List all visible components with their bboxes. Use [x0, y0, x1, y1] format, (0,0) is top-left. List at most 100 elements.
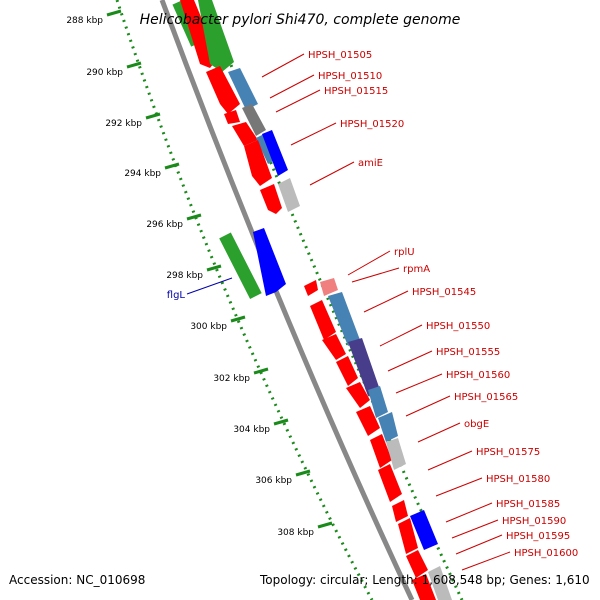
tick-label: 300 kbp [190, 322, 227, 332]
tick-mark [145, 112, 161, 120]
gene-feature [386, 438, 406, 470]
tick-label: 292 kbp [105, 119, 142, 129]
tick-mark [186, 213, 202, 221]
gene-label: obgE [464, 419, 489, 430]
tick-mark [253, 367, 269, 375]
tick-label: 288 kbp [66, 16, 103, 26]
map-title: Helicobacter pylori Shi470, complete gen… [140, 12, 461, 28]
gene-feature [328, 292, 360, 346]
gene-feature [322, 334, 346, 360]
gene-leader-line [455, 534, 503, 555]
tick-mark [106, 9, 122, 17]
gene-leader-line [351, 267, 400, 283]
gene-label: HPSH_01515 [324, 86, 388, 97]
gene-leader-line [445, 502, 493, 523]
accession-text: Accession: NC_010698 [9, 573, 146, 587]
gene-feature [336, 356, 358, 386]
gene-leader-line [186, 277, 233, 295]
gene-label: HPSH_01595 [506, 531, 570, 542]
gene-label: HPSH_01600 [514, 548, 578, 559]
gene-feature [368, 386, 388, 418]
gene-feature [428, 566, 452, 600]
gene-leader-line [347, 250, 391, 276]
tick-label: 308 kbp [277, 528, 314, 538]
gene-leader-line [290, 122, 337, 146]
gene-feature [260, 184, 282, 214]
tick-mark [126, 61, 142, 69]
gene-feature [310, 300, 336, 340]
gene-feature [398, 518, 418, 554]
tick-label: 306 kbp [255, 476, 292, 486]
gene-feature [198, 0, 234, 72]
gene-label: HPSH_01575 [476, 447, 540, 458]
tick-mark [295, 469, 311, 477]
gene-leader-line [405, 395, 451, 417]
tick-label: 296 kbp [146, 220, 183, 230]
gene-label: flgL [167, 290, 186, 301]
gene-label: amiE [358, 158, 383, 169]
gene-label: HPSH_01520 [340, 119, 404, 130]
tick-label: 294 kbp [124, 169, 161, 179]
gene-feature [232, 122, 258, 146]
gene-labels: HPSH_01505 HPSH_01510 HPSH_01515 HPSH_01520… [167, 50, 578, 571]
gene-feature [224, 110, 240, 124]
gene-feature [206, 66, 240, 114]
gene-feature [378, 412, 398, 442]
gene-leader-line [387, 350, 433, 372]
gene-label: HPSH_01590 [502, 516, 566, 527]
gene-feature [262, 130, 288, 176]
gene-label: HPSH_01510 [318, 71, 382, 82]
gene-feature [320, 278, 338, 296]
tick-mark [164, 162, 180, 170]
gene-label: HPSH_01550 [426, 321, 490, 332]
tick-mark [230, 315, 246, 323]
gene-label: HPSH_01585 [496, 499, 560, 510]
tick-mark [273, 418, 289, 426]
gene-feature [406, 550, 428, 578]
gene-feature [356, 406, 380, 436]
gene-leader-line [395, 373, 443, 394]
gene-leader-line [417, 422, 461, 443]
gene-leader-line [309, 161, 355, 186]
gene-feature [378, 464, 402, 502]
gene-feature [370, 434, 392, 468]
gene-leader-line [261, 53, 305, 78]
gene-leader-line [269, 74, 315, 99]
gene-feature [348, 338, 380, 396]
gene-leader-line [451, 519, 499, 539]
gene-leader-line [461, 551, 511, 571]
plus-strand-genes [198, 0, 452, 600]
gene-feature [244, 140, 272, 186]
gene-label: HPSH_01560 [446, 370, 510, 381]
tick-label: 302 kbp [213, 374, 250, 384]
tick-mark [206, 264, 222, 272]
gene-label: rplU [394, 247, 415, 258]
tick-marks: 288 kbp 290 kbp 292 kbp 294 kbp 296 kbp 298 k… [66, 9, 333, 538]
tick-ring-dotted [115, 0, 374, 600]
gene-leader-line [435, 477, 483, 497]
gene-leader-line [275, 89, 321, 113]
gene-leader-line [379, 324, 423, 347]
tick-label: 290 kbp [86, 68, 123, 78]
topology-text: Topology: circular; Length: 1,608,548 bp… [260, 573, 590, 587]
tick-mark [317, 521, 333, 529]
gene-feature [392, 500, 408, 522]
gene-feature [412, 574, 436, 600]
gene-label: HPSH_01505 [308, 50, 372, 61]
gene-feature [253, 228, 286, 296]
gene-feature [278, 178, 300, 212]
tick-label: 298 kbp [166, 271, 203, 281]
gene-label: rpmA [403, 264, 430, 275]
gene-feature [219, 232, 262, 300]
tick-label: 304 kbp [233, 425, 270, 435]
gene-feature [410, 510, 438, 550]
gene-label: HPSH_01580 [486, 474, 550, 485]
gene-feature [304, 280, 318, 296]
gene-leader-line [427, 450, 473, 471]
gene-feature [242, 104, 266, 136]
gene-feature [228, 68, 258, 110]
gene-label: HPSH_01555 [436, 347, 500, 358]
gene-label: HPSH_01545 [412, 287, 476, 298]
